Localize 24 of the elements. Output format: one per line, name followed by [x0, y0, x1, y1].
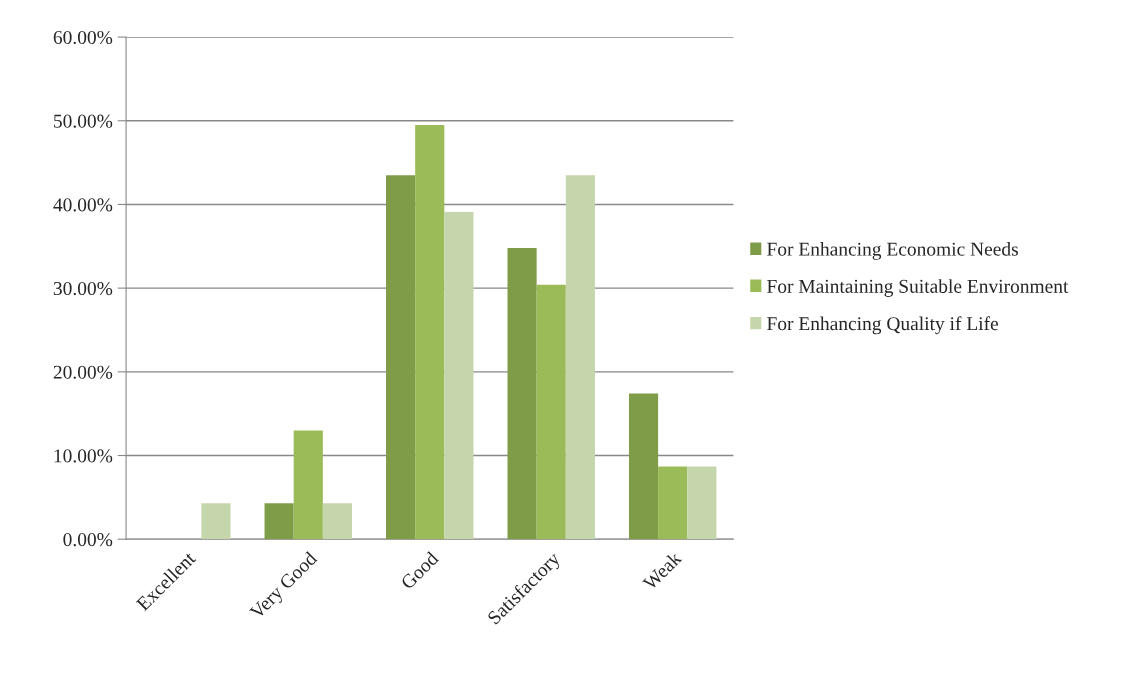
legend-label: For Enhancing Quality if Life: [767, 316, 999, 335]
y-tick-label: 50.00%: [54, 114, 113, 128]
bar: [201, 503, 231, 540]
y-tick-label: 10.00%: [54, 449, 113, 463]
y-tick-label: 30.00%: [53, 281, 113, 296]
y-tick-label: 40.00%: [53, 198, 113, 212]
bar: [293, 430, 323, 540]
bar: [658, 466, 688, 540]
legend-label: For Enhancing Economic Needs: [767, 242, 1018, 260]
bar: [386, 175, 416, 540]
bar: [687, 466, 717, 540]
bar: [536, 284, 566, 540]
bar: [628, 393, 659, 540]
y-tick-label: 60.00%: [53, 30, 113, 45]
bar: [264, 503, 294, 540]
bar: [444, 211, 474, 540]
bar: [565, 175, 595, 540]
legend-label: For Maintaining Suitable Environment: [767, 279, 1069, 297]
bar: [322, 503, 353, 540]
bar: [415, 124, 445, 540]
y-tick-label: 20.00%: [53, 365, 113, 379]
x-tick-label: Weak: [641, 550, 683, 592]
y-tick-label: 0.00%: [63, 533, 113, 547]
bar: [507, 247, 537, 540]
